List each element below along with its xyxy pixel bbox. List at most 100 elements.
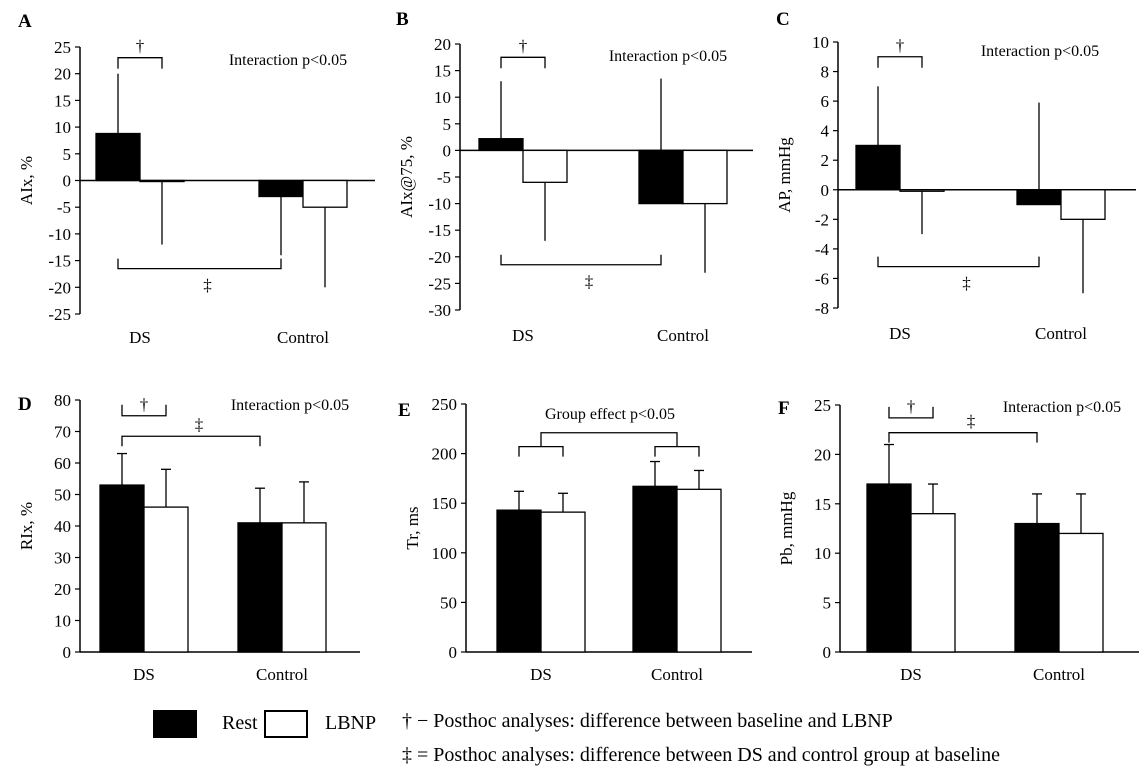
panel-a-y-label: AIx, % bbox=[17, 156, 36, 205]
panel-c-tick-label: 10 bbox=[812, 33, 829, 52]
panel-d-bar-lbnp-ds bbox=[143, 506, 189, 653]
panel-a-tick-label: 15 bbox=[54, 91, 71, 110]
panel-c-bar-lbnp-control bbox=[1060, 189, 1106, 220]
panel-a-bracket-between bbox=[117, 258, 282, 270]
panel-a-annotation: Interaction p<0.05 bbox=[229, 52, 347, 69]
panel-b-tick-label: -10 bbox=[428, 195, 451, 214]
panel-f-tick-label: 20 bbox=[814, 445, 831, 464]
footnote-double-dagger: ‡ = Posthoc analyses: difference between… bbox=[402, 744, 1000, 766]
panel-a-tick-label: 0 bbox=[63, 172, 72, 191]
panel-b-tick-label: 15 bbox=[434, 62, 451, 81]
panel-c-category-label: Control bbox=[1035, 324, 1087, 343]
panel-c-bracket-within bbox=[877, 56, 923, 68]
panel-a: A 25 20 15 10 5 0 -5 -10 -15 -20 -25 AIx, % DS Control… bbox=[17, 11, 375, 347]
panel-e-bar-rest-ds bbox=[496, 509, 542, 653]
panel-e: E 250 200 150 100 50 0 Tr, ms DS Control Group eff… bbox=[398, 395, 752, 684]
panel-f-bar-rest-ds bbox=[866, 483, 912, 653]
panel-c-bar-rest-ds bbox=[855, 144, 901, 191]
panel-a-bar-lbnp-ds bbox=[139, 179, 185, 183]
panel-c-category-label: DS bbox=[889, 324, 911, 343]
legend-swatch-rest bbox=[153, 710, 197, 738]
panel-a-tick-label: 25 bbox=[54, 38, 71, 57]
panel-f-letter: F bbox=[778, 398, 790, 419]
panel-a-category-label: DS bbox=[129, 328, 151, 347]
panel-d-tick-label: 80 bbox=[54, 391, 71, 410]
panel-e-bracket-group bbox=[654, 446, 700, 457]
panel-b-tick-label: 5 bbox=[443, 115, 452, 134]
panel-b-bracket-symbol: † bbox=[519, 36, 528, 55]
panel-d-bar-lbnp-control bbox=[281, 522, 327, 653]
panel-e-tick-label: 250 bbox=[432, 395, 458, 414]
panel-a-bracket-symbol: † bbox=[136, 37, 145, 56]
panel-f-bar-lbnp-ds bbox=[910, 513, 956, 653]
panel-b-tick-label: -20 bbox=[428, 248, 451, 267]
panel-b-tick-label: 20 bbox=[434, 35, 451, 54]
panel-d-tick-label: 10 bbox=[54, 612, 71, 631]
legend-label-rest: Rest bbox=[222, 712, 258, 734]
panel-b-y-label: AIx@75, % bbox=[397, 136, 416, 218]
panel-e-tick-label: 200 bbox=[432, 445, 458, 464]
panel-d-letter: D bbox=[18, 394, 32, 415]
panel-f-bar-lbnp-control bbox=[1058, 532, 1104, 653]
panel-a-tick-label: 10 bbox=[54, 118, 71, 137]
panel-b-bar-lbnp-ds bbox=[522, 149, 568, 183]
panel-d-bracket-symbol: † bbox=[140, 395, 149, 414]
panel-e-letter: E bbox=[398, 400, 411, 421]
panel-d-tick-label: 70 bbox=[54, 423, 71, 442]
panel-b-bar-lbnp-control bbox=[682, 149, 728, 205]
panel-d-category-label: Control bbox=[256, 665, 308, 684]
panel-c-letter: C bbox=[776, 9, 790, 30]
panel-a-letter: A bbox=[18, 11, 32, 32]
panel-b-bracket-between bbox=[500, 254, 662, 266]
panel-e-bracket-group-effect bbox=[540, 432, 678, 447]
legend-label-lbnp: LBNP bbox=[325, 712, 377, 734]
panel-c-bracket-between bbox=[877, 256, 1040, 268]
panel-c-tick-label: 4 bbox=[821, 122, 830, 141]
panel-a-tick-label: -5 bbox=[57, 198, 71, 217]
panel-c-bar-lbnp-ds bbox=[899, 189, 945, 192]
panel-e-bracket-group bbox=[518, 446, 564, 457]
panel-b-tick-label: -5 bbox=[437, 168, 451, 187]
panel-f-bracket-within bbox=[888, 406, 934, 419]
panel-d-annotation: Interaction p<0.05 bbox=[231, 397, 349, 414]
panel-d: D 80 70 60 50 40 30 20 10 0 RIx, % DS Control Interac… bbox=[17, 391, 360, 684]
panel-a-tick-label: 20 bbox=[54, 65, 71, 84]
panel-d-tick-label: 40 bbox=[54, 517, 71, 536]
panel-a-tick-label: -25 bbox=[48, 305, 71, 324]
panel-a-bar-rest-control bbox=[258, 179, 304, 198]
panel-b-tick-label: -15 bbox=[428, 221, 451, 240]
panel-d-tick-label: 60 bbox=[54, 454, 71, 473]
panel-a-tick-label: -10 bbox=[48, 225, 71, 244]
panel-c-bracket-symbol: † bbox=[896, 36, 905, 55]
panel-b-bracket-symbol: ‡ bbox=[585, 272, 594, 291]
panel-c-tick-label: 2 bbox=[821, 151, 830, 170]
panel-b-tick-label: 0 bbox=[443, 141, 452, 160]
panel-a-tick-label: -20 bbox=[48, 278, 71, 297]
legend: Rest LBNP † − Posthoc analyses: differen… bbox=[0, 700, 1139, 780]
panel-a-bracket-symbol: ‡ bbox=[203, 276, 212, 295]
panel-f-bracket-symbol: † bbox=[907, 397, 916, 416]
panel-f: F 25 20 15 10 5 0 Pb, mmHg DS Control Interaction … bbox=[777, 396, 1139, 684]
panel-a-tick-label: -15 bbox=[48, 252, 71, 271]
panel-e-tick-label: 150 bbox=[432, 494, 458, 513]
panel-f-tick-label: 15 bbox=[814, 495, 831, 514]
panel-d-bracket-within bbox=[121, 404, 167, 417]
panel-d-tick-label: 30 bbox=[54, 549, 71, 568]
panel-d-bracket-symbol: ‡ bbox=[195, 415, 204, 434]
panel-b-bar-rest-ds bbox=[478, 138, 524, 152]
panel-e-tick-label: 100 bbox=[432, 544, 458, 563]
panel-a-bar-lbnp-control bbox=[302, 179, 348, 208]
panel-d-tick-label: 50 bbox=[54, 486, 71, 505]
footnote-dagger: † − Posthoc analyses: difference between… bbox=[402, 710, 893, 732]
panel-f-bracket-between bbox=[888, 432, 1038, 443]
panel-e-tick-label: 50 bbox=[440, 593, 457, 612]
panel-f-category-label: DS bbox=[900, 665, 922, 684]
panel-d-tick-label: 20 bbox=[54, 580, 71, 599]
panel-a-bar-rest-ds bbox=[95, 132, 141, 182]
panel-f-annotation: Interaction p<0.05 bbox=[1003, 399, 1121, 416]
panel-f-category-label: Control bbox=[1033, 665, 1085, 684]
panel-e-y-label: Tr, ms bbox=[403, 506, 422, 549]
panel-c-tick-label: -6 bbox=[815, 269, 829, 288]
panel-f-tick-label: 0 bbox=[823, 643, 832, 662]
panel-d-category-label: DS bbox=[133, 665, 155, 684]
